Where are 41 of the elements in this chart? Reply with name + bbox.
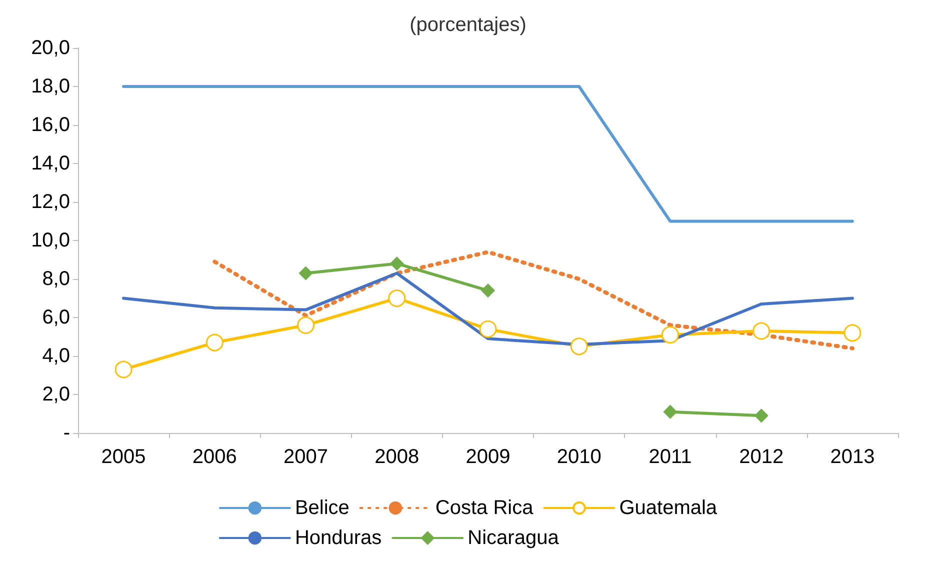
point xyxy=(481,284,495,298)
point xyxy=(114,360,132,378)
legend-label: Guatemala xyxy=(619,497,718,519)
legend-label: Belice xyxy=(294,497,350,519)
point xyxy=(479,320,497,338)
line-series xyxy=(212,250,854,350)
x-tick-label: 2011 xyxy=(648,446,692,468)
x-tick-label: 2010 xyxy=(556,446,602,468)
point xyxy=(390,256,404,270)
legend-label: Honduras xyxy=(294,527,382,549)
y-tick-label: 8,0 xyxy=(42,268,70,290)
x-tick-label: 2012 xyxy=(739,446,784,468)
x-tick-label: 2013 xyxy=(830,446,875,468)
y-tick-label: 16,0 xyxy=(31,114,70,136)
y-tick-label: 12,0 xyxy=(31,191,70,213)
point xyxy=(752,322,770,340)
point xyxy=(844,324,862,342)
point xyxy=(388,290,406,307)
legend-label: Costa Rica xyxy=(435,497,534,519)
point xyxy=(299,266,313,280)
legend-label: Nicaragua xyxy=(468,527,560,549)
x-tick-label: 2007 xyxy=(284,446,328,468)
point xyxy=(661,326,679,344)
y-tick-label: 10,0 xyxy=(31,230,70,252)
y-tick-label: 14,0 xyxy=(31,152,70,174)
point xyxy=(663,405,677,419)
chart-title: (porcentajes) xyxy=(410,14,526,36)
point xyxy=(754,408,768,422)
x-tick-label: 2008 xyxy=(374,446,420,468)
y-tick-label: 18,0 xyxy=(31,76,70,98)
point xyxy=(297,316,315,334)
y-tick-label: - xyxy=(63,422,70,444)
y-tick-label: 20,0 xyxy=(31,37,70,59)
y-tick-label: 2,0 xyxy=(42,384,70,406)
x-tick-label: 2009 xyxy=(466,446,510,468)
y-tick-label: 6,0 xyxy=(42,306,70,328)
y-tick-label: 4,0 xyxy=(42,345,70,367)
x-tick-label: 2005 xyxy=(101,446,146,468)
point xyxy=(206,334,224,352)
x-tick-label: 2006 xyxy=(192,446,237,468)
point xyxy=(570,338,588,356)
